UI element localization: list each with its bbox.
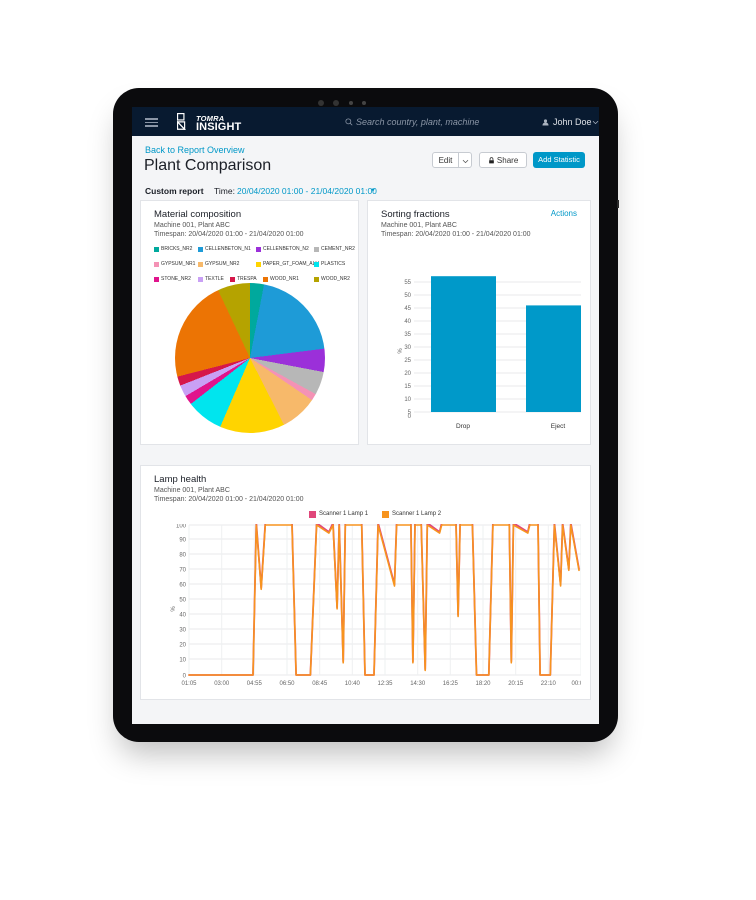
svg-text:20: 20 <box>179 643 186 649</box>
svg-text:40: 40 <box>179 613 186 619</box>
svg-text:00:05: 00:05 <box>571 681 581 687</box>
svg-text:20: 20 <box>404 371 411 377</box>
svg-text:80: 80 <box>179 553 186 559</box>
svg-text:35: 35 <box>404 332 411 338</box>
svg-text:%: % <box>171 606 177 612</box>
svg-text:Drop: Drop <box>456 423 470 430</box>
svg-text:14:30: 14:30 <box>410 681 426 687</box>
svg-text:10: 10 <box>404 397 411 403</box>
svg-text:90: 90 <box>179 538 186 544</box>
svg-text:06:50: 06:50 <box>279 681 295 687</box>
svg-text:15: 15 <box>404 384 411 390</box>
svg-text:04:55: 04:55 <box>247 681 263 687</box>
svg-text:55: 55 <box>404 280 411 286</box>
svg-text:03:00: 03:00 <box>214 681 230 687</box>
svg-text:100: 100 <box>176 524 187 530</box>
svg-text:20:15: 20:15 <box>508 681 524 687</box>
svg-text:%: % <box>398 348 404 354</box>
svg-text:01:05: 01:05 <box>181 681 197 687</box>
svg-text:0: 0 <box>183 674 187 680</box>
svg-text:12:35: 12:35 <box>377 681 393 687</box>
svg-text:60: 60 <box>179 583 186 589</box>
svg-text:18:20: 18:20 <box>475 681 491 687</box>
svg-text:70: 70 <box>179 568 186 574</box>
svg-text:40: 40 <box>404 319 411 325</box>
svg-text:10:40: 10:40 <box>345 681 361 687</box>
svg-text:50: 50 <box>404 293 411 299</box>
svg-text:16:25: 16:25 <box>443 681 459 687</box>
svg-text:0: 0 <box>408 414 412 420</box>
svg-text:22:10: 22:10 <box>541 681 557 687</box>
svg-text:45: 45 <box>404 306 411 312</box>
svg-text:Eject: Eject <box>551 423 566 430</box>
svg-text:30: 30 <box>404 345 411 351</box>
svg-text:10: 10 <box>179 658 186 664</box>
svg-text:25: 25 <box>404 358 411 364</box>
svg-text:08:45: 08:45 <box>312 681 328 687</box>
svg-text:30: 30 <box>179 628 186 634</box>
svg-text:50: 50 <box>179 598 186 604</box>
